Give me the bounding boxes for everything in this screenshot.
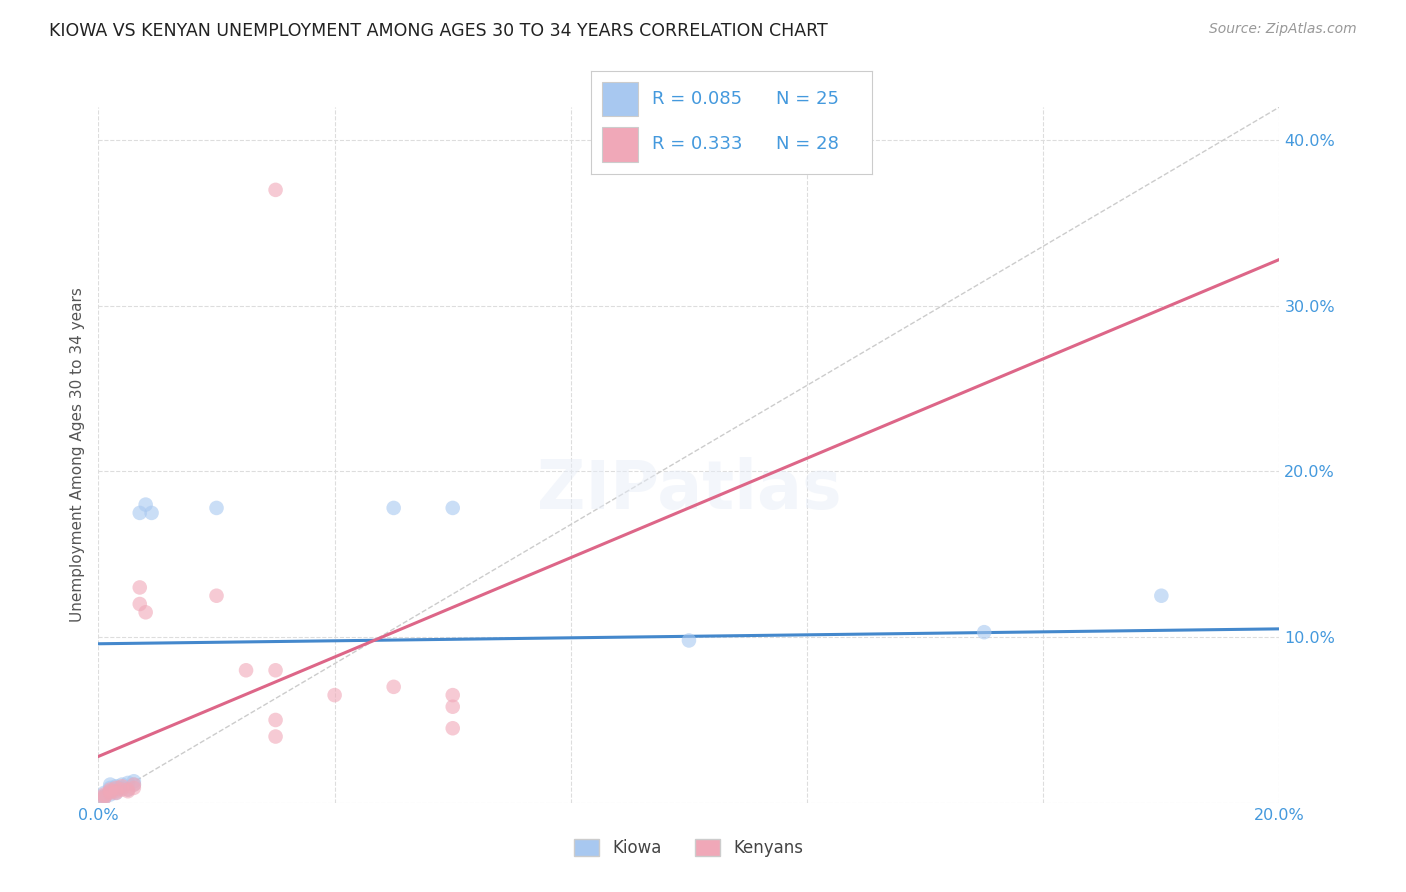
Point (93, 786, 115, 800)
FancyBboxPatch shape (602, 127, 638, 161)
Point (122, 780, 145, 795)
Point (128, 581, 150, 595)
Point (93, 789, 115, 804)
Point (135, 605, 157, 619)
Point (98, 782, 121, 797)
Point (441, 721, 464, 735)
Point (973, 625, 995, 640)
Point (105, 782, 128, 797)
Point (122, 778, 145, 792)
Point (122, 774, 145, 789)
Point (98, 780, 121, 795)
Point (135, 498, 157, 512)
Point (235, 663, 257, 677)
Text: Source: ZipAtlas.com: Source: ZipAtlas.com (1209, 22, 1357, 37)
Point (111, 779, 134, 793)
Point (382, 500, 405, 515)
Point (93, 790, 115, 805)
Point (105, 784, 128, 798)
Point (93, 788, 115, 802)
Point (264, 183, 287, 197)
Y-axis label: Unemployment Among Ages 30 to 34 years: Unemployment Among Ages 30 to 34 years (69, 287, 84, 623)
Text: R = 0.085: R = 0.085 (652, 90, 742, 108)
Point (441, 699, 464, 714)
Point (441, 688, 464, 702)
Point (141, 506, 163, 520)
FancyBboxPatch shape (602, 81, 638, 117)
Point (382, 680, 405, 694)
Point (117, 782, 139, 797)
Text: KIOWA VS KENYAN UNEMPLOYMENT AMONG AGES 30 TO 34 YEARS CORRELATION CHART: KIOWA VS KENYAN UNEMPLOYMENT AMONG AGES … (49, 22, 828, 40)
Text: R = 0.333: R = 0.333 (652, 136, 742, 153)
Point (117, 782, 139, 797)
Point (205, 500, 228, 515)
Point (98, 786, 121, 800)
Point (111, 780, 134, 795)
Point (98, 788, 121, 802)
Point (111, 782, 134, 797)
Point (122, 778, 145, 792)
Text: N = 28: N = 28 (776, 136, 839, 153)
Point (111, 778, 134, 792)
Point (205, 589, 228, 603)
Point (105, 779, 128, 793)
Point (264, 713, 287, 727)
Point (441, 500, 464, 515)
Point (105, 786, 128, 800)
Point (98, 784, 121, 798)
Point (264, 663, 287, 677)
Point (678, 633, 700, 648)
Text: ZIPatlas: ZIPatlas (537, 457, 841, 523)
Point (1150, 589, 1173, 603)
Point (264, 730, 287, 744)
Point (93, 790, 115, 805)
Point (105, 780, 128, 795)
Point (128, 597, 150, 611)
Point (128, 506, 150, 520)
Text: N = 25: N = 25 (776, 90, 839, 108)
Point (105, 786, 128, 800)
Point (93, 789, 115, 804)
Legend: Kiowa, Kenyans: Kiowa, Kenyans (568, 832, 810, 864)
Point (117, 784, 139, 798)
Point (98, 778, 121, 792)
Point (117, 776, 139, 790)
Point (323, 688, 346, 702)
Point (98, 784, 121, 798)
